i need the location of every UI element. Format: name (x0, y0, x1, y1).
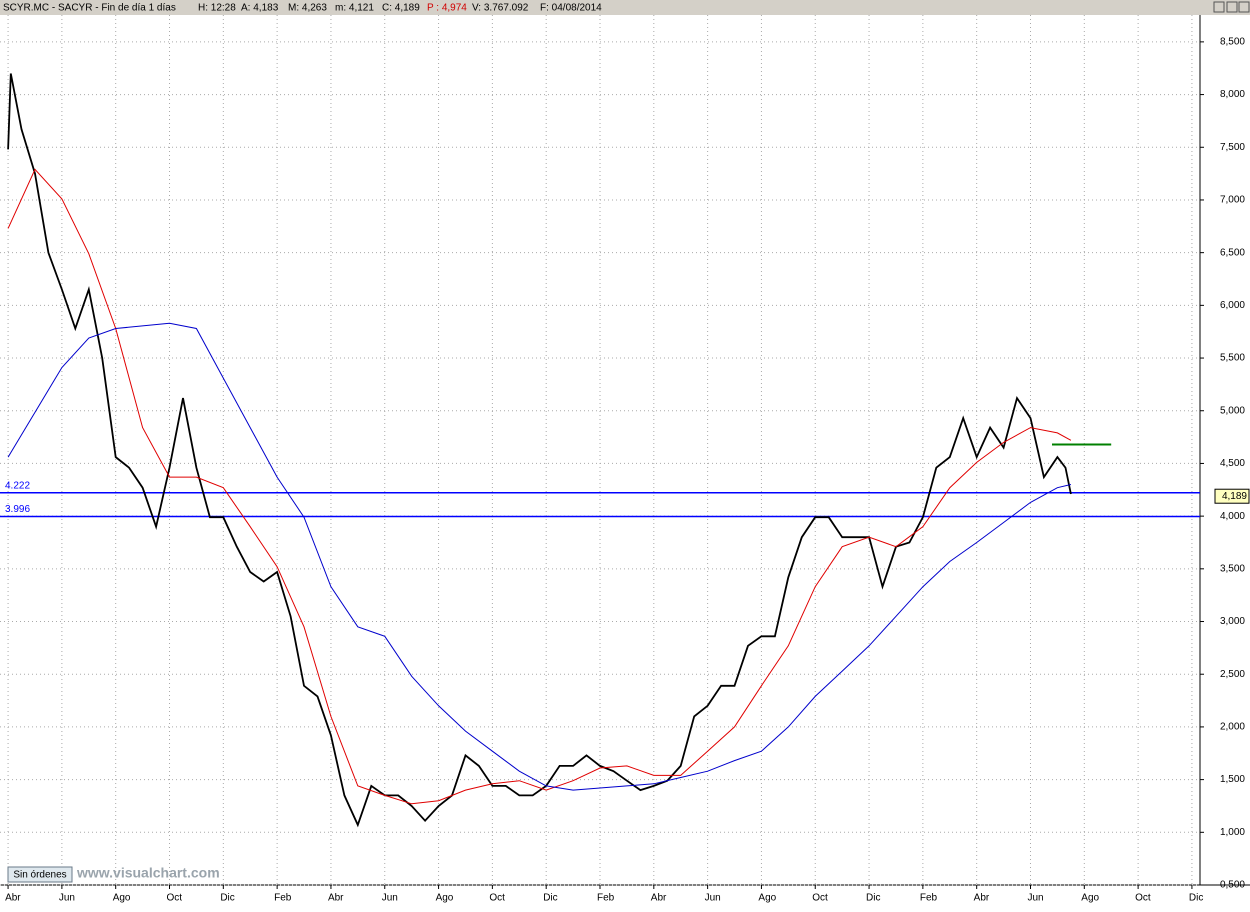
header-prev: P : 4,974 (427, 3, 467, 14)
x-tick-label: Oct (489, 893, 505, 904)
x-tick-label: Oct (1135, 893, 1151, 904)
window-button[interactable] (1238, 1, 1250, 13)
header-volume: V: 3.767.092 (472, 3, 529, 14)
y-tick-label: 2,000 (1220, 722, 1245, 733)
y-tick-label: 4,500 (1220, 458, 1245, 469)
y-tick-label: 7,000 (1220, 195, 1245, 206)
header-high: M: 4,263 (288, 3, 327, 14)
header-bar (0, 0, 1250, 15)
header-time: H: 12:28 (198, 3, 236, 14)
header-open: A: 4,183 (241, 3, 279, 14)
y-tick-label: 7,500 (1220, 142, 1245, 153)
y-tick-label: 0,500 (1220, 880, 1245, 891)
y-tick-label: 1,500 (1220, 774, 1245, 785)
header-date: F: 04/08/2014 (540, 3, 602, 14)
x-tick-label: Jun (1027, 893, 1043, 904)
x-tick-label: Abr (974, 893, 990, 904)
x-tick-label: Dic (1189, 893, 1203, 904)
window-button[interactable] (1226, 1, 1238, 13)
x-tick-label: Feb (274, 893, 292, 904)
series-line (7, 73, 1072, 828)
y-tick-label: 4,000 (1220, 511, 1245, 522)
series-line (7, 168, 1072, 805)
last-value-label: 4,189 (1222, 491, 1247, 502)
y-tick-label: 5,500 (1220, 353, 1245, 364)
window-button[interactable] (1213, 1, 1225, 13)
x-tick-label: Ago (758, 893, 776, 904)
x-tick-label: Feb (597, 893, 615, 904)
x-tick-label: Abr (651, 893, 667, 904)
y-tick-label: 8,500 (1220, 37, 1245, 48)
level-label: 4.222 (5, 480, 30, 491)
y-tick-label: 8,000 (1220, 89, 1245, 100)
x-tick-label: Dic (543, 893, 557, 904)
header-low: m: 4,121 (335, 3, 374, 14)
x-tick-label: Abr (328, 893, 344, 904)
site-label: www.visualchart.com (76, 865, 220, 881)
x-tick-label: Feb (920, 893, 938, 904)
x-tick-label: Jun (705, 893, 721, 904)
y-tick-label: 3,000 (1220, 616, 1245, 627)
header-close: C: 4,189 (382, 3, 420, 14)
y-tick-label: 1,000 (1220, 827, 1245, 838)
x-tick-label: Jun (59, 893, 75, 904)
y-tick-label: 2,500 (1220, 669, 1245, 680)
y-tick-label: 3,500 (1220, 563, 1245, 574)
y-tick-label: 6,000 (1220, 300, 1245, 311)
x-tick-label: Dic (866, 893, 880, 904)
last-value-box (1214, 488, 1250, 504)
header-title: SCYR.MC - SACYR - Fin de día 1 días (3, 3, 176, 14)
series-line (7, 322, 1072, 791)
x-tick-label: Jun (382, 893, 398, 904)
orders-label: Sin órdenes (13, 870, 66, 881)
y-tick-label: 5,000 (1220, 405, 1245, 416)
level-label: 3.996 (5, 504, 30, 515)
x-tick-label: Ago (113, 893, 131, 904)
plot: 0,500 1,000 1,500 2,000 2,500 3,000 3,500 4,000… (0, 15, 1250, 904)
x-tick-label: Dic (220, 893, 234, 904)
x-tick-label: Ago (436, 893, 454, 904)
x-tick-label: Ago (1081, 893, 1099, 904)
y-tick-label: 6,500 (1220, 247, 1245, 258)
x-tick-label: Oct (167, 893, 183, 904)
x-tick-label: Oct (812, 893, 828, 904)
x-tick-label: Abr (5, 893, 21, 904)
orders-box[interactable] (7, 866, 73, 883)
